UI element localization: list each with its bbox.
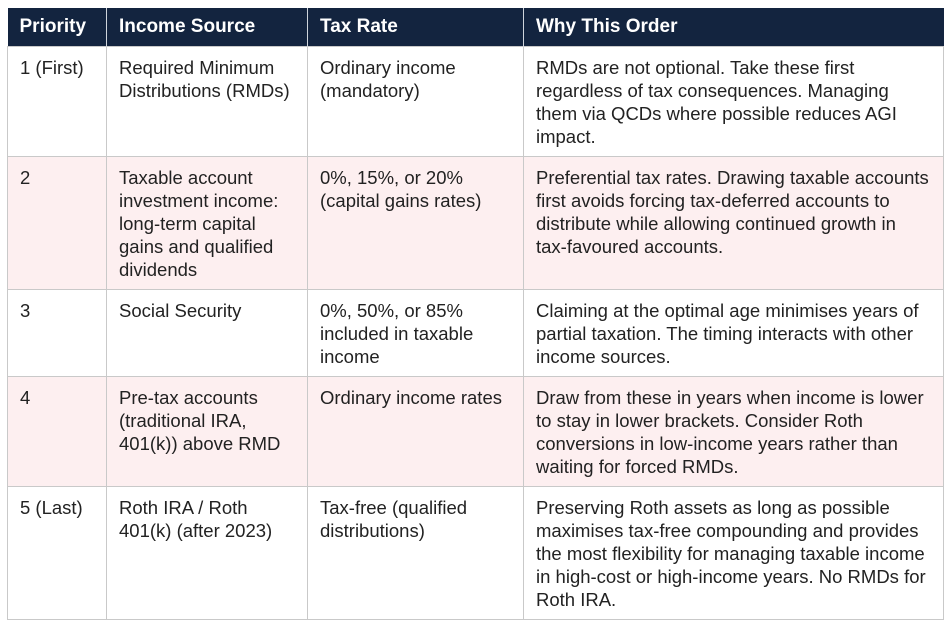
tax-rate-cell: Ordinary income (mandatory) — [307, 46, 524, 157]
priority-cell: 4 — [7, 376, 107, 487]
table-row: 1 (First) Required Minimum Distributions… — [7, 46, 944, 157]
priority-cell: 3 — [7, 289, 107, 377]
income-source-cell: Roth IRA / Roth 401(k) (after 2023) — [106, 486, 308, 620]
table-row: 2 Taxable account investment income: lon… — [7, 156, 944, 290]
why-cell: RMDs are not optional. Take these first … — [523, 46, 944, 157]
why-cell: Preserving Roth assets as long as possib… — [523, 486, 944, 620]
table-row: 4 Pre-tax accounts (traditional IRA, 401… — [7, 376, 944, 487]
table-row: 3 Social Security 0%, 50%, or 85% includ… — [7, 289, 944, 377]
why-cell: Preferential tax rates. Drawing taxable … — [523, 156, 944, 290]
header-income-source: Income Source — [106, 8, 308, 47]
tax-rate-cell: 0%, 50%, or 85% included in taxable inco… — [307, 289, 524, 377]
income-source-cell: Taxable account investment income: long-… — [106, 156, 308, 290]
income-source-cell: Pre-tax accounts (traditional IRA, 401(k… — [106, 376, 308, 487]
tax-rate-cell: 0%, 15%, or 20% (capital gains rates) — [307, 156, 524, 290]
why-cell: Draw from these in years when income is … — [523, 376, 944, 487]
income-source-cell: Required Minimum Distributions (RMDs) — [106, 46, 308, 157]
header-tax-rate: Tax Rate — [307, 8, 524, 47]
header-priority: Priority — [7, 8, 107, 47]
tax-rate-cell: Ordinary income rates — [307, 376, 524, 487]
priority-cell: 1 (First) — [7, 46, 107, 157]
header-why-this-order: Why This Order — [523, 8, 944, 47]
priority-cell: 2 — [7, 156, 107, 290]
income-priority-table: Priority Income Source Tax Rate Why This… — [7, 8, 944, 620]
priority-cell: 5 (Last) — [7, 486, 107, 620]
income-source-cell: Social Security — [106, 289, 308, 377]
tax-rate-cell: Tax-free (qualified distributions) — [307, 486, 524, 620]
table-header-row: Priority Income Source Tax Rate Why This… — [7, 8, 944, 47]
why-cell: Claiming at the optimal age minimises ye… — [523, 289, 944, 377]
table-row: 5 (Last) Roth IRA / Roth 401(k) (after 2… — [7, 486, 944, 620]
